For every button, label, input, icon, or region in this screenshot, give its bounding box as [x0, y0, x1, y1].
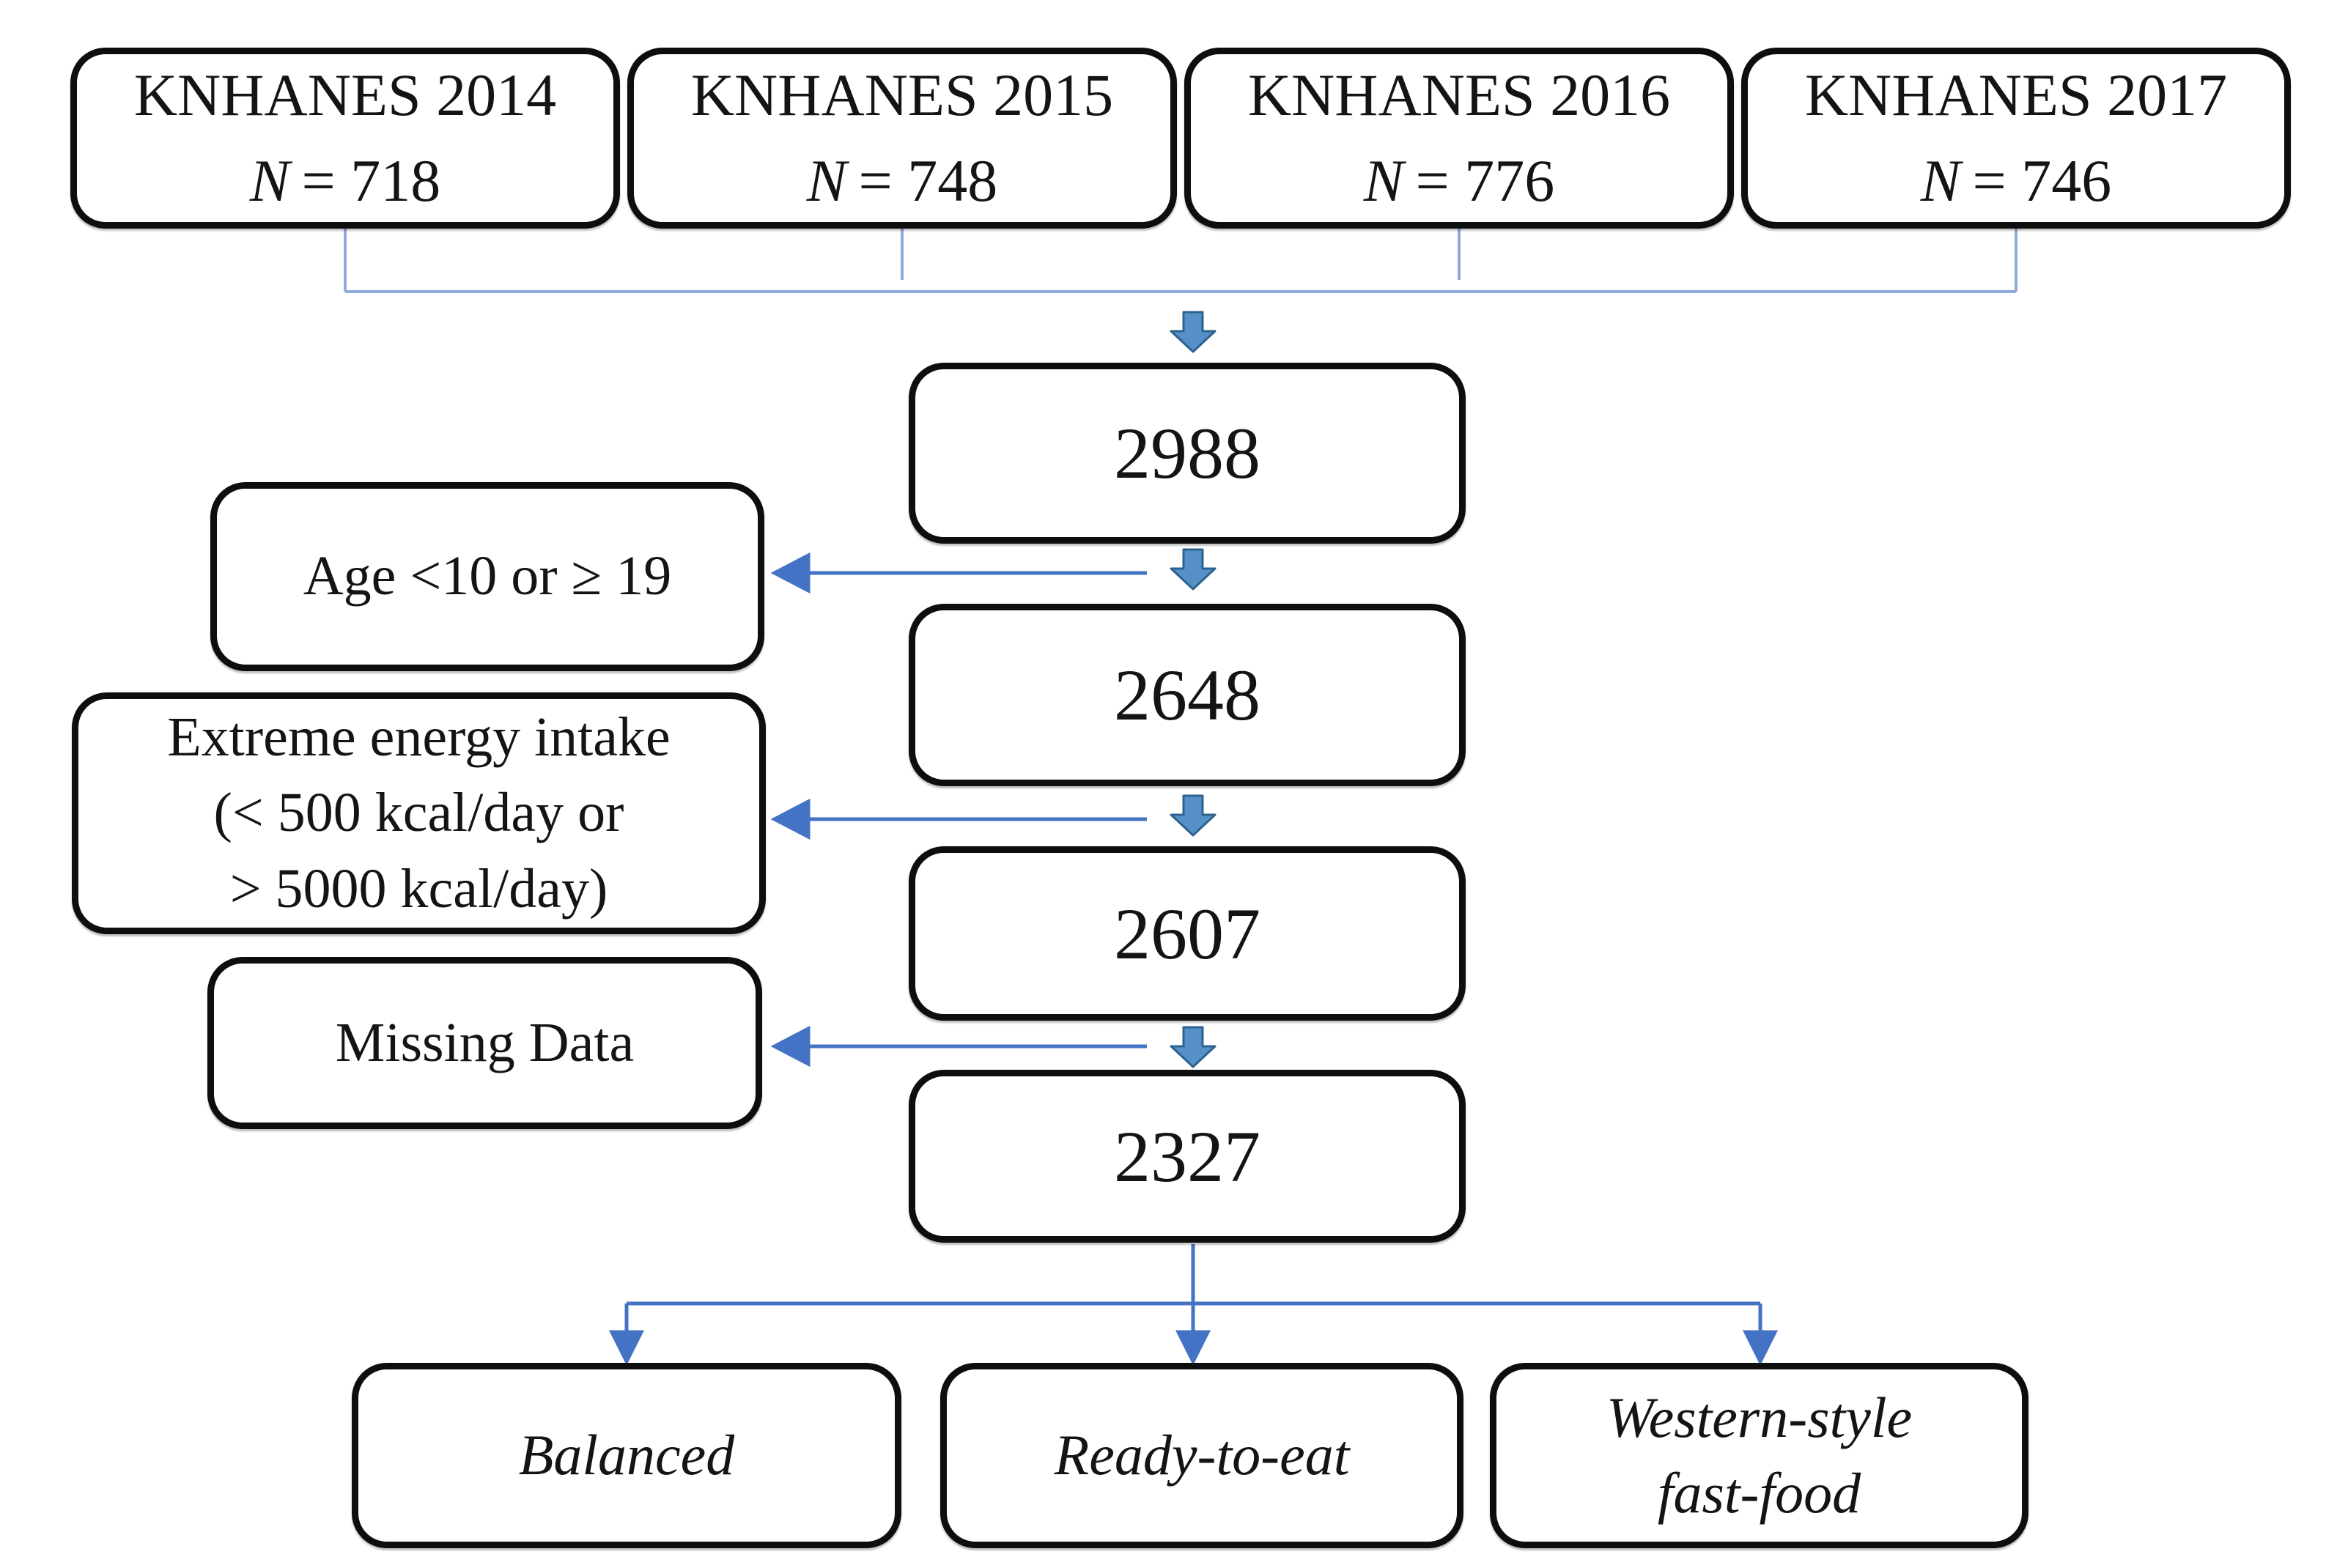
exclusion-box-extreme-energy: Extreme energy intake (< 500 kcal/day or… — [72, 692, 766, 934]
n-value: = 748 — [858, 147, 998, 214]
exclusion-arrow-missing-head — [770, 1025, 811, 1068]
survey-title: KNHANES 2017 — [1804, 62, 2228, 129]
block-down-arrow-2 — [1170, 548, 1217, 591]
split-connector — [608, 1244, 1779, 1366]
outcome-box-western-fast-food: Western-style fast-food — [1490, 1363, 2028, 1548]
split-arrowhead-western — [1742, 1330, 1779, 1366]
exclusion-arrows — [770, 552, 1147, 1068]
outcome-box-ready-to-eat: Ready-to-eat — [940, 1363, 1463, 1548]
exclusion-text-line3: > 5000 kcal/day) — [229, 857, 608, 920]
outcome-box-balanced: Balanced — [352, 1363, 901, 1548]
count-value: 2988 — [1114, 413, 1260, 494]
survey-box-2016: KNHANES 2016 N = 776 — [1184, 48, 1734, 229]
exclusion-box-age: Age <10 or ≥ 19 — [210, 482, 764, 671]
count-value: 2607 — [1114, 892, 1260, 975]
n-value: = 718 — [301, 147, 441, 214]
exclusion-arrow-age-head — [770, 552, 811, 594]
block-down-arrow-1 — [1170, 311, 1217, 353]
exclusion-text: Missing Data — [335, 1011, 635, 1073]
count-value: 2327 — [1114, 1115, 1260, 1197]
n-value: = 776 — [1415, 147, 1555, 214]
block-down-arrow-4 — [1170, 1026, 1217, 1068]
count-box-pooled: 2988 — [909, 363, 1466, 544]
block-down-arrows — [1170, 311, 1217, 1068]
n-value: = 746 — [1972, 147, 2112, 214]
survey-box-2017: KNHANES 2017 N = 746 — [1741, 48, 2291, 229]
split-arrowhead-ready — [1175, 1330, 1211, 1366]
survey-title: KNHANES 2016 — [1247, 62, 1671, 129]
survey-sample-size: N = 718 — [250, 149, 440, 212]
survey-title: KNHANES 2014 — [133, 62, 557, 129]
n-symbol: N — [249, 147, 290, 214]
merge-connector — [344, 229, 2017, 293]
exclusion-text: Age <10 or ≥ 19 — [303, 545, 672, 607]
survey-sample-size: N = 748 — [807, 149, 997, 212]
count-value: 2648 — [1114, 654, 1260, 736]
survey-sample-size: N = 746 — [1921, 149, 2111, 212]
exclusion-box-missing-data: Missing Data — [207, 957, 762, 1129]
n-symbol: N — [1363, 147, 1404, 214]
survey-sample-size: N = 776 — [1364, 149, 1554, 212]
block-down-arrow-3 — [1170, 794, 1217, 837]
count-box-final-sample: 2327 — [909, 1070, 1466, 1243]
exclusion-text-line1: Extreme energy intake — [167, 706, 671, 768]
split-arrowhead-balanced — [608, 1330, 645, 1366]
outcome-label-line2: fast-food — [1657, 1460, 1861, 1525]
survey-box-2015: KNHANES 2015 N = 748 — [627, 48, 1177, 229]
count-box-after-energy-exclusion: 2607 — [909, 846, 1466, 1021]
outcome-label: Balanced — [518, 1423, 735, 1487]
count-box-after-age-exclusion: 2648 — [909, 604, 1466, 786]
exclusion-arrow-energy-head — [770, 798, 811, 840]
n-symbol: N — [1920, 147, 1961, 214]
n-symbol: N — [806, 147, 847, 214]
survey-box-2014: KNHANES 2014 N = 718 — [70, 48, 620, 229]
survey-title: KNHANES 2015 — [690, 62, 1114, 129]
outcome-label: Ready-to-eat — [1054, 1423, 1350, 1487]
exclusion-text-line2: (< 500 kcal/day or — [213, 782, 624, 844]
outcome-label-line1: Western-style — [1606, 1385, 1913, 1449]
